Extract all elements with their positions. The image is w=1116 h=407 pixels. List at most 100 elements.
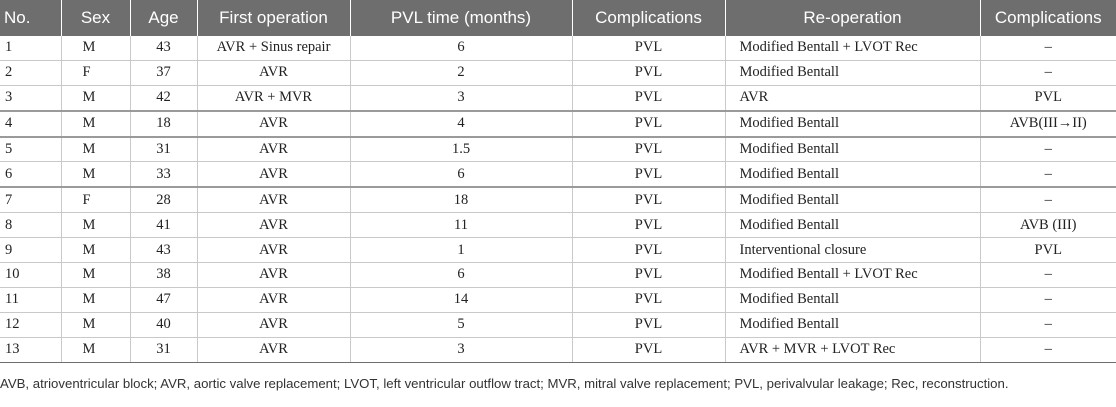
cell-pvl-time: 6 xyxy=(350,36,573,61)
cell-sex: M xyxy=(61,337,131,363)
table-row: 10 M 38 AVR 6 PVL Modified Bentall + LVOT Rec – xyxy=(0,262,1116,288)
cell-pvl-time: 1.5 xyxy=(350,136,573,163)
header-complications: Complications xyxy=(572,0,726,36)
header-re-operation: Re-operation xyxy=(725,0,981,36)
cell-pvl-time: 18 xyxy=(350,187,573,214)
cell-re-operation: Modified Bentall xyxy=(725,161,981,189)
cell-age: 43 xyxy=(130,36,198,61)
cell-no: 12 xyxy=(0,312,62,338)
cell-sex: M xyxy=(61,287,131,313)
cell-re-operation-complications: – xyxy=(980,187,1116,214)
cell-complications: PVL xyxy=(572,262,726,288)
cell-re-operation-complications: – xyxy=(980,337,1116,363)
cell-complications: PVL xyxy=(572,312,726,338)
cell-age: 41 xyxy=(130,212,198,239)
cell-re-operation-complications: PVL xyxy=(980,85,1116,112)
cell-complications: PVL xyxy=(572,36,726,61)
cell-no: 10 xyxy=(0,262,62,288)
cell-re-operation-complications: – xyxy=(980,60,1116,86)
cell-re-operation-complications: AVB(III→II) xyxy=(980,110,1116,138)
cell-age: 37 xyxy=(130,60,198,86)
cell-re-operation-complications: – xyxy=(980,312,1116,338)
cell-re-operation-complications: – xyxy=(980,161,1116,189)
patient-table: No. Sex Age First operation PVL time (mo… xyxy=(0,0,1116,363)
cell-pvl-time: 11 xyxy=(350,212,573,239)
cell-pvl-time: 14 xyxy=(350,287,573,313)
cell-pvl-time: 6 xyxy=(350,161,573,189)
table-row: 3 M 42 AVR + MVR 3 PVL AVR PVL xyxy=(0,85,1116,112)
cell-re-operation: Interventional closure xyxy=(725,237,981,264)
table-body: 1 M 43 AVR + Sinus repair 6 PVL Modified Benta… xyxy=(0,36,1116,363)
cell-re-operation-complications: – xyxy=(980,36,1116,61)
table-row: 6 M 33 AVR 6 PVL Modified Bentall – xyxy=(0,161,1116,189)
header-no: No. xyxy=(0,0,62,36)
cell-no: 6 xyxy=(0,161,62,189)
cell-complications: PVL xyxy=(572,60,726,86)
cell-no: 4 xyxy=(0,110,62,138)
table-row: 4 M 18 AVR 4 PVL Modified Bentall AVB(III→II) xyxy=(0,110,1116,138)
cell-first-operation: AVR xyxy=(197,312,351,338)
cell-complications: PVL xyxy=(572,136,726,163)
cell-pvl-time: 3 xyxy=(350,337,573,363)
cell-age: 42 xyxy=(130,85,198,112)
cell-complications: PVL xyxy=(572,237,726,264)
cell-complications: PVL xyxy=(572,212,726,239)
patient-table-container: No. Sex Age First operation PVL time (mo… xyxy=(0,0,1116,363)
cell-re-operation: Modified Bentall xyxy=(725,60,981,86)
cell-re-operation: Modified Bentall xyxy=(725,187,981,214)
header-re-operation-complications: Complications xyxy=(980,0,1116,36)
cell-no: 3 xyxy=(0,85,62,112)
cell-pvl-time: 5 xyxy=(350,312,573,338)
cell-no: 9 xyxy=(0,237,62,264)
cell-complications: PVL xyxy=(572,85,726,112)
cell-re-operation: Modified Bentall + LVOT Rec xyxy=(725,36,981,61)
cell-re-operation: Modified Bentall xyxy=(725,110,981,138)
cell-re-operation-complications: – xyxy=(980,287,1116,313)
cell-sex: M xyxy=(61,136,131,163)
cell-re-operation-complications: – xyxy=(980,262,1116,288)
cell-sex: M xyxy=(61,212,131,239)
cell-pvl-time: 6 xyxy=(350,262,573,288)
cell-age: 31 xyxy=(130,136,198,163)
cell-sex: M xyxy=(61,85,131,112)
table-row: 5 M 31 AVR 1.5 PVL Modified Bentall – xyxy=(0,136,1116,163)
cell-first-operation: AVR xyxy=(197,337,351,363)
cell-re-operation: Modified Bentall xyxy=(725,136,981,163)
cell-first-operation: AVR xyxy=(197,287,351,313)
cell-first-operation: AVR xyxy=(197,161,351,189)
cell-first-operation: AVR xyxy=(197,237,351,264)
cell-sex: M xyxy=(61,110,131,138)
header-first-operation: First operation xyxy=(197,0,351,36)
cell-complications: PVL xyxy=(572,287,726,313)
cell-re-operation-complications: AVB (III) xyxy=(980,212,1116,239)
cell-first-operation: AVR xyxy=(197,262,351,288)
header-sex: Sex xyxy=(61,0,131,36)
cell-re-operation: AVR + MVR + LVOT Rec xyxy=(725,337,981,363)
cell-re-operation-complications: – xyxy=(980,136,1116,163)
cell-age: 31 xyxy=(130,337,198,363)
cell-re-operation: Modified Bentall xyxy=(725,212,981,239)
cell-pvl-time: 3 xyxy=(350,85,573,112)
cell-re-operation: Modified Bentall xyxy=(725,287,981,313)
cell-first-operation: AVR xyxy=(197,110,351,138)
table-row: 12 M 40 AVR 5 PVL Modified Bentall – xyxy=(0,312,1116,338)
cell-complications: PVL xyxy=(572,110,726,138)
cell-re-operation: AVR xyxy=(725,85,981,112)
cell-first-operation: AVR xyxy=(197,136,351,163)
cell-pvl-time: 4 xyxy=(350,110,573,138)
header-pvl-time: PVL time (months) xyxy=(350,0,573,36)
cell-no: 11 xyxy=(0,287,62,313)
header-age: Age xyxy=(130,0,198,36)
cell-age: 47 xyxy=(130,287,198,313)
cell-sex: M xyxy=(61,262,131,288)
table-row: 1 M 43 AVR + Sinus repair 6 PVL Modified Benta… xyxy=(0,36,1116,61)
cell-no: 8 xyxy=(0,212,62,239)
table-header-row: No. Sex Age First operation PVL time (mo… xyxy=(0,0,1116,36)
cell-sex: F xyxy=(61,187,131,214)
cell-no: 2 xyxy=(0,60,62,86)
cell-pvl-time: 2 xyxy=(350,60,573,86)
cell-first-operation: AVR xyxy=(197,212,351,239)
cell-re-operation-complications: PVL xyxy=(980,237,1116,264)
cell-first-operation: AVR xyxy=(197,60,351,86)
cell-age: 38 xyxy=(130,262,198,288)
